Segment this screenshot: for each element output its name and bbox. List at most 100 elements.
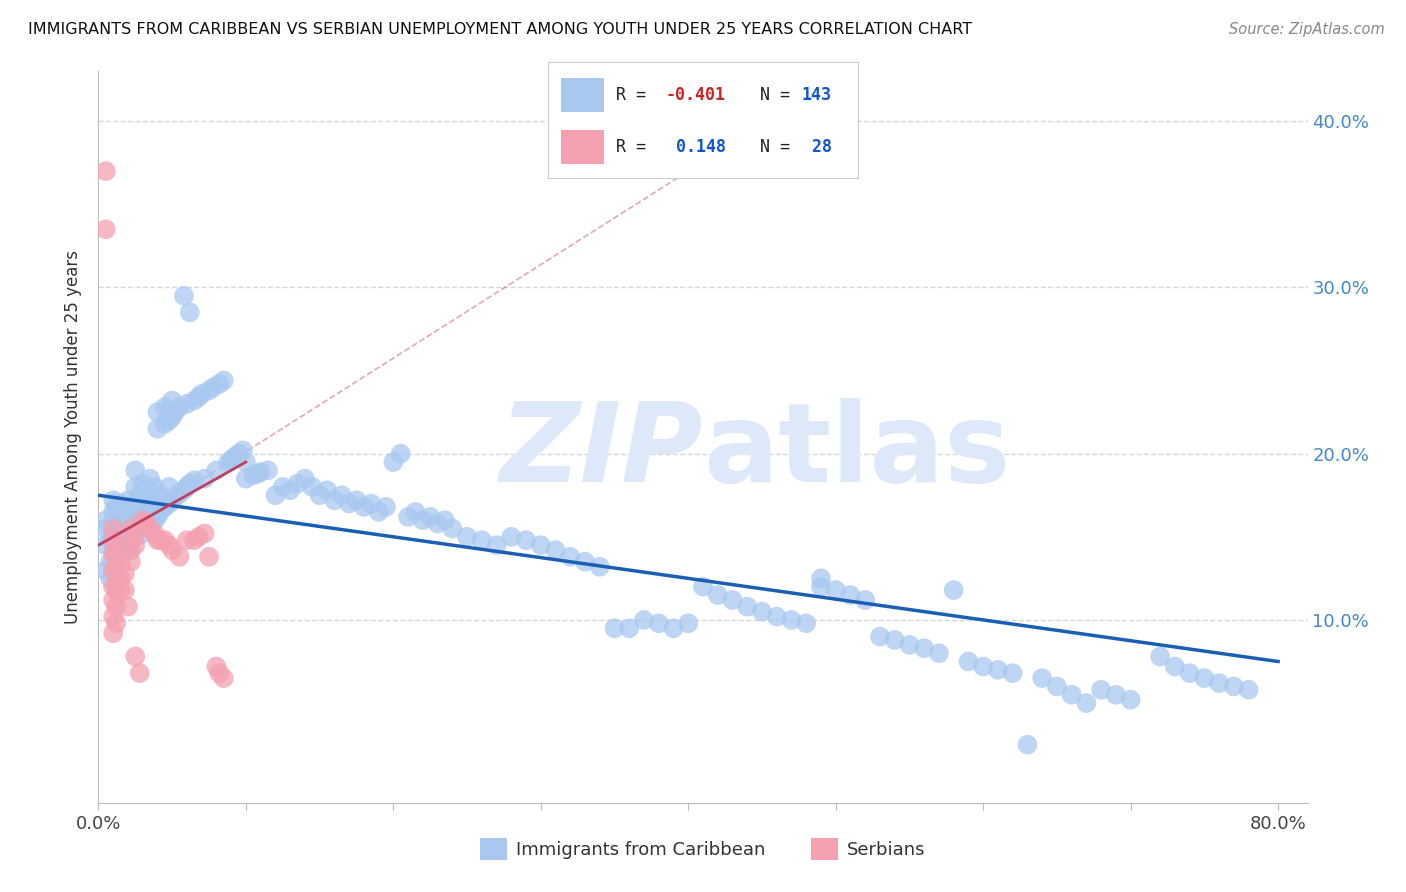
Point bbox=[205, 659, 228, 673]
Point bbox=[169, 400, 191, 414]
Point bbox=[441, 521, 464, 535]
FancyBboxPatch shape bbox=[561, 78, 605, 112]
Point bbox=[257, 463, 280, 477]
Text: Source: ZipAtlas.com: Source: ZipAtlas.com bbox=[1229, 22, 1385, 37]
Point bbox=[1178, 666, 1201, 681]
Point bbox=[160, 543, 183, 558]
Point bbox=[898, 638, 921, 652]
Point bbox=[135, 516, 157, 531]
Point bbox=[120, 533, 142, 548]
Point bbox=[419, 509, 441, 524]
Point bbox=[139, 472, 162, 486]
Point bbox=[117, 493, 139, 508]
Point bbox=[957, 655, 980, 669]
Point bbox=[153, 400, 176, 414]
Point bbox=[101, 563, 124, 577]
Point bbox=[810, 580, 832, 594]
Point bbox=[101, 530, 124, 544]
Point bbox=[176, 397, 198, 411]
Point bbox=[117, 543, 139, 558]
Point bbox=[765, 609, 787, 624]
Point bbox=[124, 526, 146, 541]
Point bbox=[131, 513, 153, 527]
Point bbox=[217, 455, 239, 469]
Point bbox=[869, 630, 891, 644]
Point bbox=[94, 521, 117, 535]
Point bbox=[128, 488, 150, 502]
Text: 28: 28 bbox=[801, 138, 832, 156]
Point bbox=[176, 480, 198, 494]
Point bbox=[212, 374, 235, 388]
Point bbox=[330, 488, 353, 502]
Point bbox=[1046, 680, 1069, 694]
Point bbox=[120, 500, 142, 514]
Point bbox=[110, 530, 132, 544]
Point bbox=[1208, 676, 1230, 690]
Point bbox=[153, 417, 176, 431]
Point bbox=[105, 549, 128, 564]
Point bbox=[560, 549, 582, 564]
Point bbox=[912, 641, 935, 656]
Point bbox=[146, 405, 169, 419]
Point bbox=[179, 476, 201, 491]
Point bbox=[120, 555, 142, 569]
Point bbox=[143, 526, 166, 541]
Point bbox=[928, 646, 950, 660]
Point bbox=[323, 493, 346, 508]
Point bbox=[94, 538, 117, 552]
Point bbox=[160, 393, 183, 408]
Point bbox=[157, 538, 180, 552]
Point bbox=[117, 509, 139, 524]
Point bbox=[149, 533, 172, 548]
Point bbox=[169, 486, 191, 500]
Point bbox=[360, 497, 382, 511]
Text: ZIP: ZIP bbox=[499, 398, 703, 505]
Point bbox=[232, 443, 254, 458]
Point bbox=[149, 505, 172, 519]
Point bbox=[633, 613, 655, 627]
Point bbox=[367, 505, 389, 519]
Point bbox=[692, 580, 714, 594]
Point bbox=[530, 538, 553, 552]
Point bbox=[98, 533, 121, 548]
Point bbox=[456, 530, 478, 544]
Point bbox=[105, 533, 128, 548]
Point bbox=[205, 463, 228, 477]
Point bbox=[839, 588, 862, 602]
Point bbox=[187, 530, 209, 544]
Point bbox=[94, 513, 117, 527]
Point bbox=[1105, 688, 1128, 702]
Point bbox=[678, 616, 700, 631]
Point bbox=[98, 571, 121, 585]
Point bbox=[735, 599, 758, 614]
Point bbox=[1017, 738, 1039, 752]
Point bbox=[824, 582, 846, 597]
Point bbox=[120, 521, 142, 535]
Text: -0.401: -0.401 bbox=[666, 86, 725, 103]
Point bbox=[153, 533, 176, 548]
Point bbox=[353, 500, 375, 514]
Point bbox=[187, 390, 209, 404]
Point bbox=[780, 613, 803, 627]
Point bbox=[1164, 659, 1187, 673]
Point bbox=[264, 488, 287, 502]
Point bbox=[124, 463, 146, 477]
Point bbox=[114, 505, 136, 519]
Point bbox=[1194, 671, 1216, 685]
Point bbox=[316, 483, 339, 498]
Point bbox=[271, 480, 294, 494]
Point bbox=[124, 480, 146, 494]
Point bbox=[110, 571, 132, 585]
Point bbox=[124, 513, 146, 527]
Point bbox=[242, 468, 264, 483]
Point bbox=[128, 521, 150, 535]
Point bbox=[110, 546, 132, 560]
Point bbox=[433, 513, 456, 527]
Point bbox=[794, 616, 817, 631]
Point bbox=[249, 465, 271, 479]
Point bbox=[105, 616, 128, 631]
Point bbox=[337, 497, 360, 511]
Point bbox=[810, 571, 832, 585]
Point bbox=[135, 500, 157, 514]
Point bbox=[135, 483, 157, 498]
